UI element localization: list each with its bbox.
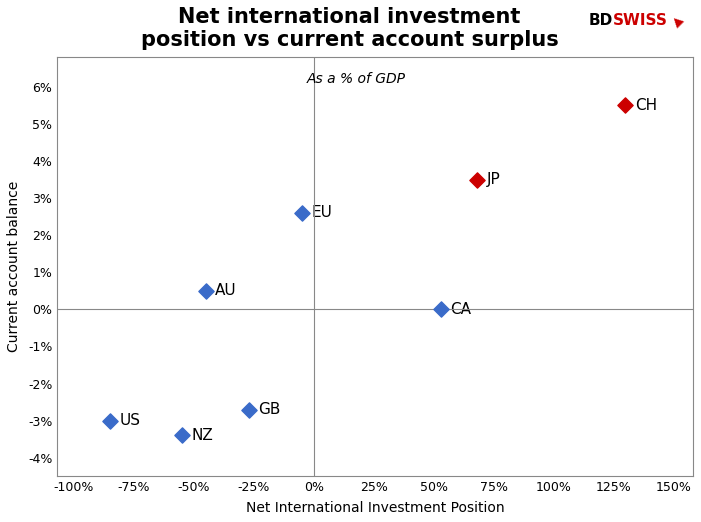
Point xyxy=(176,431,187,440)
Text: EU: EU xyxy=(311,206,332,220)
Text: AU: AU xyxy=(215,283,237,299)
Point xyxy=(471,175,482,184)
Point xyxy=(200,287,212,295)
Text: SWISS: SWISS xyxy=(613,13,668,28)
Title: Net international investment
position vs current account surplus: Net international investment position vs… xyxy=(140,7,558,50)
Text: JP: JP xyxy=(486,172,500,187)
Y-axis label: Current account balance: Current account balance xyxy=(7,181,21,352)
Text: ◀: ◀ xyxy=(669,13,686,29)
Text: As a % of GDP: As a % of GDP xyxy=(306,72,405,86)
X-axis label: Net International Investment Position: Net International Investment Position xyxy=(245,501,504,515)
Text: BD: BD xyxy=(589,13,613,28)
Text: US: US xyxy=(119,413,140,428)
Text: NZ: NZ xyxy=(191,428,213,443)
Point xyxy=(243,405,254,413)
Point xyxy=(435,305,447,314)
Text: GB: GB xyxy=(259,402,281,417)
Text: CA: CA xyxy=(450,302,471,317)
Text: CH: CH xyxy=(635,98,657,113)
Point xyxy=(104,417,116,425)
Point xyxy=(296,209,307,217)
Point xyxy=(620,101,631,110)
